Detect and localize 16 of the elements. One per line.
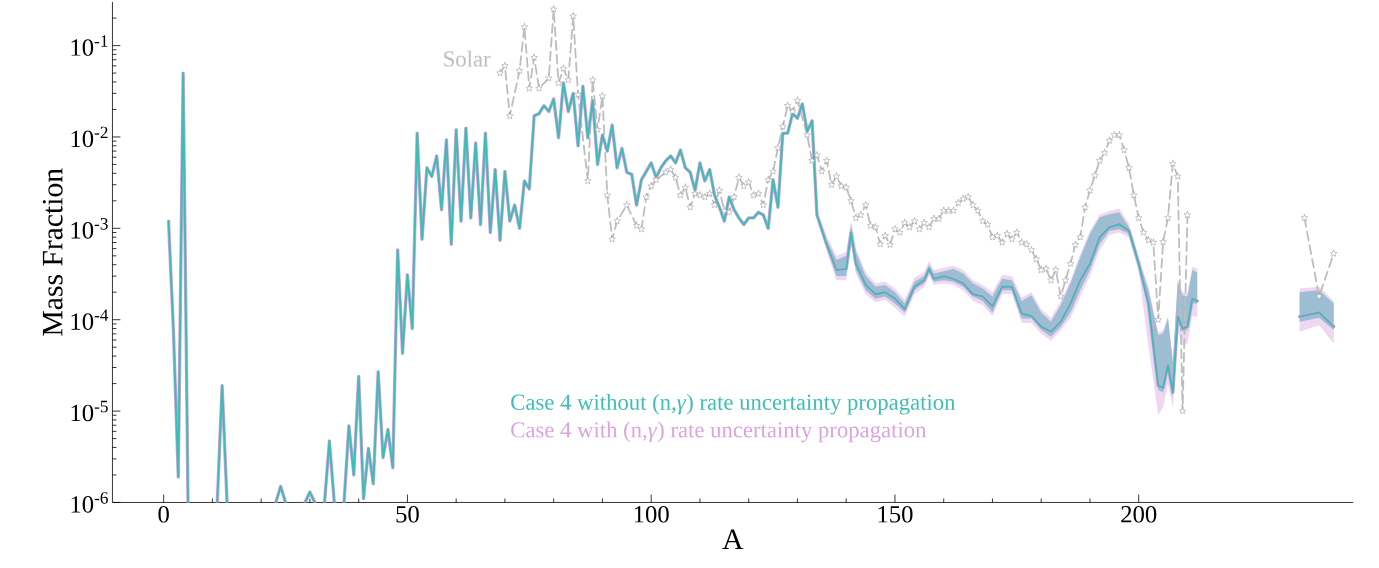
x-tick-label: 150 xyxy=(878,506,913,523)
text: Case 4 without (n,γ) rate uncertainty propagation xyxy=(511,393,956,415)
y-tick-label: 10$^{-4}$ xyxy=(71,309,109,331)
y-tick-label: 10$^{-3}$ xyxy=(71,218,108,239)
x-axis-title: A xyxy=(722,529,744,549)
x-tick-label: 0 xyxy=(158,506,169,523)
y-tick-label: 10$^{-6}$ xyxy=(71,492,108,513)
text: Case 4 with (n,γ) rate uncertainty propagation xyxy=(511,421,927,443)
y-axis-title: Mass Fraction xyxy=(42,168,63,336)
x-tick-label: 100 xyxy=(634,506,669,523)
y-tick-label: 10$^{-1}$ xyxy=(71,35,108,56)
x-tick-label: 200 xyxy=(1121,506,1157,523)
y-tick-label: 10$^{-5}$ xyxy=(71,400,108,422)
series-label: Solar xyxy=(444,50,491,67)
y-tick-label: 10$^{-2}$ xyxy=(71,126,108,148)
x-tick-label: 50 xyxy=(396,506,419,523)
